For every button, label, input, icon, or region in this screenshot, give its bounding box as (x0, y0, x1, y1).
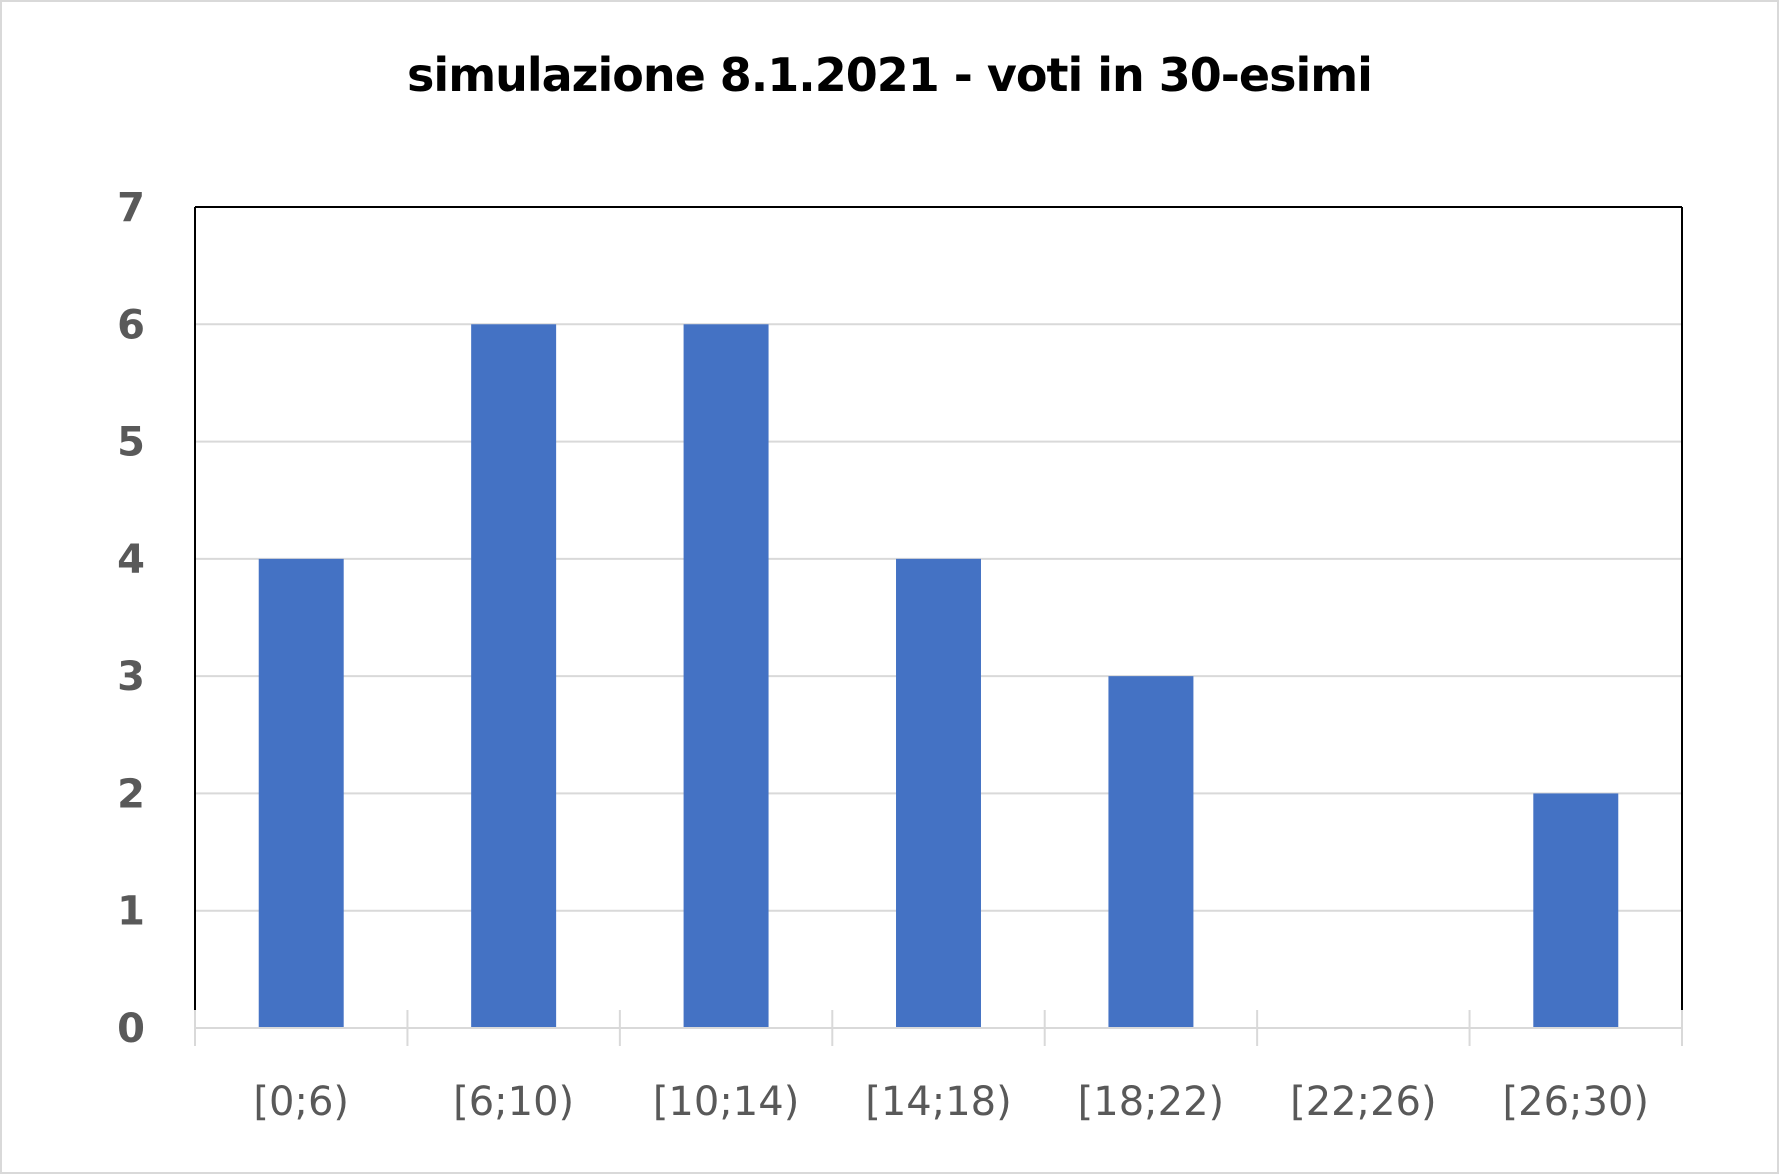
y-tick-label: 5 (117, 420, 145, 466)
x-tick-label: [6;10) (453, 1079, 574, 1125)
x-tick-label: [0;6) (253, 1079, 349, 1125)
x-tick-label: [26;30) (1503, 1079, 1649, 1125)
bar (1108, 676, 1194, 1028)
y-tick-label: 6 (117, 302, 145, 348)
y-tick-label: 1 (117, 889, 145, 935)
bar (683, 324, 769, 1028)
bar (1533, 793, 1619, 1028)
x-tick-label: [22;26) (1290, 1079, 1436, 1125)
y-axis-tick-labels: 0 1 2 3 4 5 6 7 (117, 185, 145, 1052)
y-tick-label: 4 (117, 537, 145, 583)
y-tick-label: 0 (117, 1006, 145, 1052)
chart-title: simulazione 8.1.2021 - voti in 30-esimi (407, 48, 1373, 102)
bar (471, 324, 557, 1028)
bars (258, 324, 1619, 1028)
x-tick-label: [10;14) (653, 1079, 799, 1125)
x-axis (194, 1010, 1683, 1046)
y-tick-label: 7 (117, 185, 145, 231)
bar (258, 558, 344, 1028)
x-tick-label: [14;18) (865, 1079, 1011, 1125)
y-tick-label: 3 (117, 654, 145, 700)
x-tick-label: [18;22) (1078, 1079, 1224, 1125)
y-tick-label: 2 (117, 771, 145, 817)
bar (896, 558, 981, 1028)
plot-area-border (194, 206, 1683, 1010)
x-axis-tick-labels: [0;6) [6;10) [10;14) [14;18) [18;22) [22;26) [… (253, 1079, 1649, 1125)
